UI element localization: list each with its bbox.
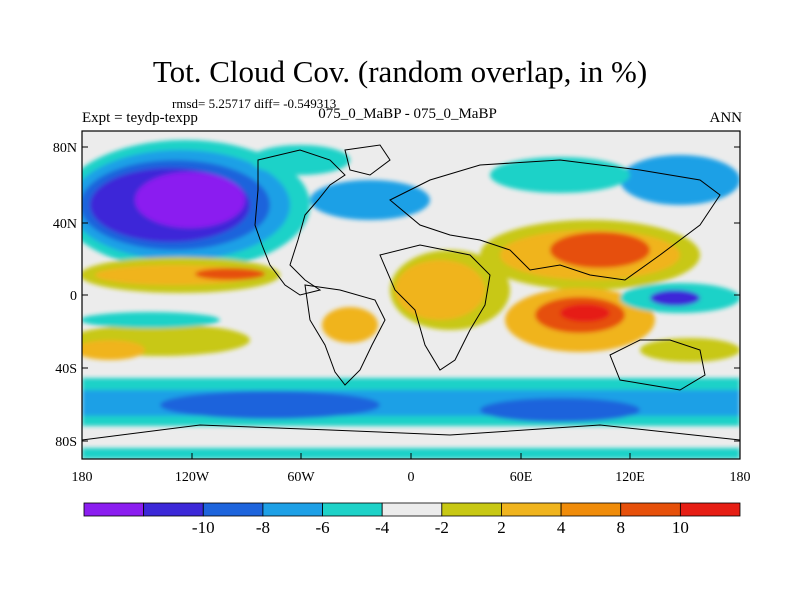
- lat-label: 40S: [55, 362, 77, 377]
- coast-africa: [379, 244, 491, 371]
- plot-title: Tot. Cloud Cov. (random overlap, in %): [152, 54, 648, 89]
- lon-label: 0: [408, 470, 415, 485]
- comparison-label: 075_0_MaBP - 075_0_MaBP: [318, 106, 497, 122]
- colorbar-swatch: [202, 502, 264, 517]
- lon-label: 180: [730, 470, 751, 485]
- lat-label: 80S: [55, 435, 77, 450]
- coast-greenland: [344, 144, 391, 176]
- colorbar-label: -10: [192, 518, 215, 537]
- anomaly-arctic-cyan: [250, 145, 350, 175]
- anomaly-southern-dark: [160, 391, 380, 419]
- coastlines: [82, 144, 740, 441]
- coast-south-america: [304, 284, 386, 386]
- colorbar-swatch: [679, 502, 741, 517]
- colorbar-swatch: [322, 502, 383, 517]
- lon-label: 180: [72, 470, 93, 485]
- colorbar-label: 4: [557, 518, 566, 537]
- colorbar-label: 8: [616, 518, 625, 537]
- anomaly-trop-pac-red: [195, 268, 265, 280]
- lat-label: 0: [70, 289, 77, 304]
- anomaly-indian-darkred: [560, 304, 610, 322]
- colorbar-label: -4: [375, 518, 390, 537]
- longitude-axis: 180 120W 60W 0 60E 120E 180: [72, 453, 751, 485]
- lat-label: 80N: [53, 141, 77, 156]
- experiment-label: Expt = teydp-texpp: [82, 110, 198, 126]
- coast-north-america: [254, 149, 346, 296]
- lat-label: 40N: [53, 217, 77, 232]
- anomaly-npac-purple: [135, 172, 245, 228]
- colorbar-swatch: [143, 502, 204, 517]
- colorbar-label: -6: [315, 518, 329, 537]
- anomaly-npac-east-blue: [620, 155, 740, 205]
- anomaly-spac-cyan: [82, 312, 220, 328]
- latitude-axis: 80N 40N 0 40S 80S: [53, 141, 740, 450]
- anomaly-asia-red: [550, 232, 650, 268]
- season-label: ANN: [709, 110, 743, 126]
- colorbar-swatch: [441, 502, 502, 517]
- anomaly-spac-orange: [82, 340, 145, 360]
- colorbar-swatch: [381, 502, 443, 517]
- colorbar: -10 -8 -6 -4 -2 2 4 8 10: [83, 502, 741, 537]
- colorbar-label: 10: [672, 518, 689, 537]
- colorbar-label: -8: [256, 518, 270, 537]
- coast-antarctica: [82, 424, 740, 441]
- anomaly-wpac-indigo: [650, 290, 700, 306]
- colorbar-swatch: [262, 502, 323, 517]
- colorbar-label: -2: [435, 518, 449, 537]
- colorbar-swatch: [620, 502, 681, 517]
- lon-label: 120W: [175, 470, 210, 485]
- colorbar-label: 2: [497, 518, 506, 537]
- anomaly-australia-yellow: [640, 338, 740, 362]
- anomaly-africa-orange: [395, 260, 485, 320]
- stats-text: rmsd= 5.25717 diff= -0.549313: [172, 96, 337, 111]
- lon-label: 60E: [510, 470, 533, 485]
- anomaly-field: [82, 131, 740, 459]
- anomaly-siberia-cyan: [490, 157, 630, 193]
- colorbar-swatch: [560, 502, 622, 517]
- colorbar-swatch: [83, 502, 145, 517]
- anomaly-natl-blue: [310, 180, 430, 220]
- anomaly-southern-dark-2: [480, 398, 640, 422]
- anomaly-samerica-orange: [322, 307, 378, 343]
- colorbar-swatch: [501, 502, 562, 517]
- coast-eurasia: [389, 159, 721, 281]
- lon-label: 60W: [287, 470, 315, 485]
- coast-australia: [609, 339, 706, 391]
- lon-label: 120E: [615, 470, 645, 485]
